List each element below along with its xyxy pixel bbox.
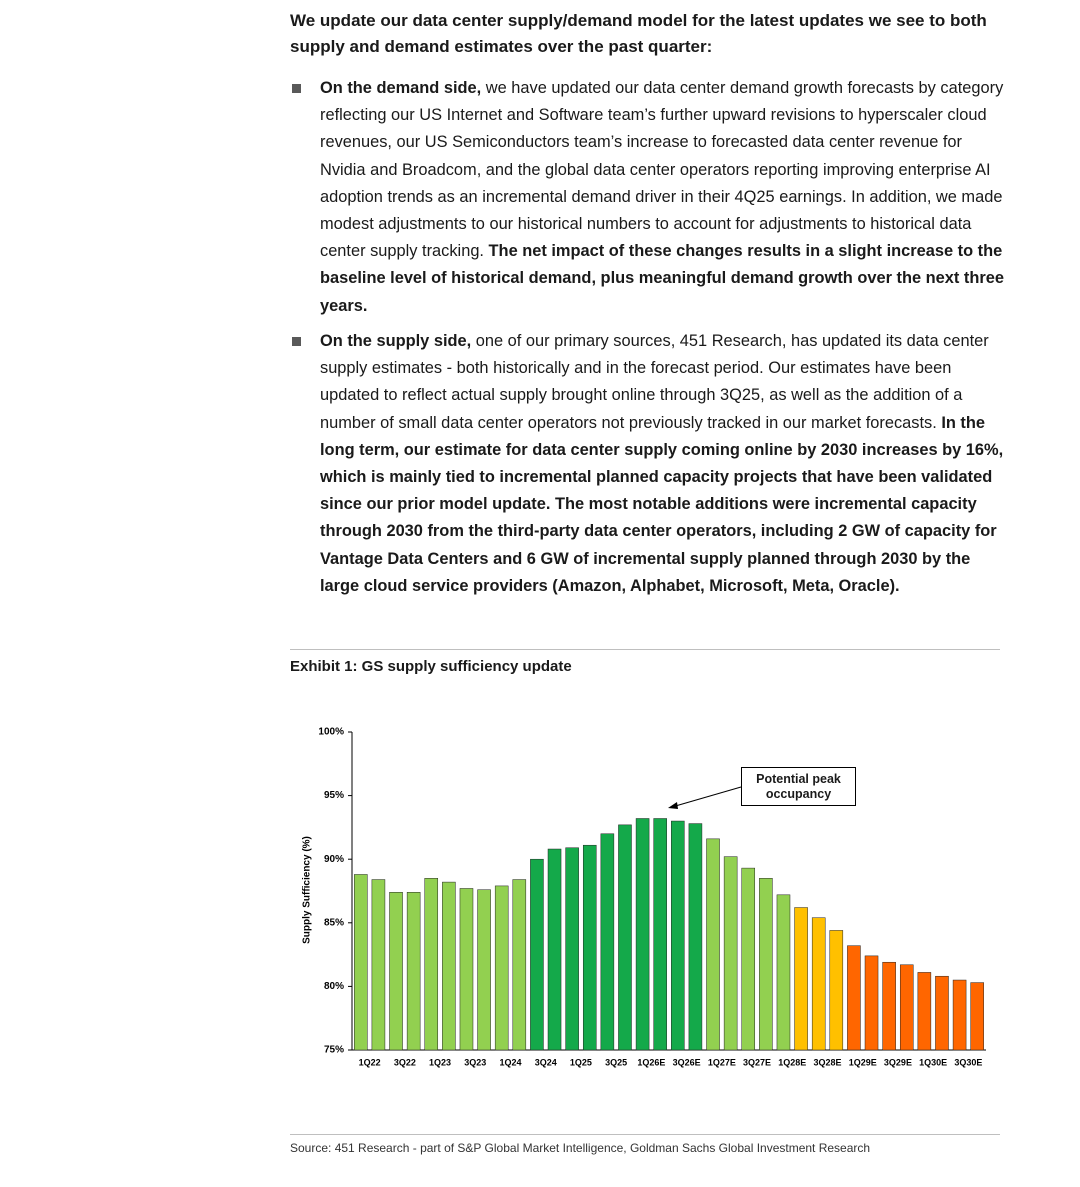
bar — [512, 879, 527, 1051]
source: Source: 451 Research - part of S&P Globa… — [290, 1141, 871, 1155]
bullet-paragraph: On the demand side, we have updated our … — [320, 75, 1005, 320]
arrow-head — [668, 802, 678, 809]
bar — [459, 888, 474, 1051]
bar — [618, 824, 632, 1051]
bar — [406, 892, 421, 1051]
y-tick-label: 85% — [324, 917, 344, 928]
bar — [671, 820, 685, 1051]
text-run: one of our primary sources, 451 Research… — [320, 332, 994, 432]
x-tick-label: 1Q25 — [570, 1057, 592, 1067]
bar — [688, 823, 703, 1051]
x-tick-label: 1Q30E — [919, 1057, 947, 1067]
text-run: we have updated our data center demand g… — [320, 79, 1008, 261]
x-tick-label: 3Q25 — [605, 1057, 627, 1067]
exhibit-title: Exhibit 1: GS supply sufficiency update — [290, 658, 572, 675]
bar — [477, 889, 491, 1051]
annotation: Potential peak occupancy — [741, 767, 856, 806]
x-tick-label: 1Q27E — [708, 1057, 736, 1067]
x-tick-label: 3Q24 — [535, 1057, 557, 1067]
y-tick-label: 80% — [324, 981, 344, 992]
y-tick-label: 95% — [324, 790, 344, 801]
bar — [970, 982, 984, 1051]
bar — [917, 972, 932, 1051]
x-tick-label: 3Q23 — [464, 1057, 486, 1067]
text-run: In the long term, our estimate for data … — [320, 413, 1008, 595]
x-tick-label: 1Q29E — [849, 1057, 877, 1067]
bar — [794, 907, 808, 1051]
bar — [706, 838, 720, 1051]
bar — [371, 879, 386, 1051]
heading: We update our data center supply/demand … — [290, 11, 987, 56]
bar — [882, 961, 896, 1051]
bar — [565, 847, 579, 1051]
x-tick-label: 1Q28E — [778, 1057, 806, 1067]
bar — [847, 945, 861, 1051]
bar — [653, 818, 667, 1051]
bar — [864, 955, 879, 1051]
bar — [829, 930, 844, 1051]
bar — [600, 833, 615, 1051]
bar — [389, 892, 403, 1051]
y-tick-label: 100% — [318, 727, 344, 738]
y-tick-label: 75% — [324, 1045, 344, 1056]
x-tick-label: 3Q22 — [394, 1057, 416, 1067]
divider — [290, 649, 1000, 650]
divider — [290, 1134, 1000, 1135]
chart: Supply Sufficiency (%) 75% 80% 85% 90% 95% 10… — [302, 727, 986, 1067]
x-tick-label: 3Q30E — [954, 1057, 982, 1067]
bar — [547, 848, 562, 1051]
x-tick-label: 3Q27E — [743, 1057, 771, 1067]
text-run: The net impact of these changes results … — [320, 242, 1009, 315]
annotation-arrow — [671, 786, 742, 808]
bar — [354, 874, 368, 1051]
bar — [424, 878, 439, 1051]
bar — [494, 885, 509, 1051]
bar — [776, 894, 791, 1051]
bar — [635, 818, 650, 1051]
bar — [442, 881, 456, 1051]
bullet-marker — [292, 84, 301, 93]
x-tick-label: 3Q28E — [813, 1057, 841, 1067]
bar — [952, 979, 967, 1051]
x-tick-label: 1Q22 — [359, 1057, 381, 1067]
bar — [741, 867, 756, 1051]
y-tick-label: 90% — [324, 854, 344, 865]
x-tick-label: 1Q26E — [637, 1057, 665, 1067]
bar — [530, 858, 544, 1051]
bullet-paragraph: On the supply side, one of our primary s… — [320, 328, 1005, 600]
bar — [759, 878, 773, 1051]
bar — [723, 856, 738, 1051]
x-tick-label: 1Q24 — [499, 1057, 521, 1067]
bar — [582, 844, 597, 1051]
x-tick-label: 1Q23 — [429, 1057, 451, 1067]
x-tick-label: 3Q29E — [884, 1057, 912, 1067]
bullet-marker — [292, 337, 301, 346]
bar — [935, 975, 949, 1051]
y-axis-label: Supply Sufficiency (%) — [302, 836, 313, 944]
bar — [811, 917, 826, 1051]
text-run: On the demand side, — [320, 79, 482, 97]
text-run: On the supply side, — [320, 332, 472, 350]
bar — [899, 964, 914, 1051]
x-tick-label: 3Q26E — [673, 1057, 701, 1067]
